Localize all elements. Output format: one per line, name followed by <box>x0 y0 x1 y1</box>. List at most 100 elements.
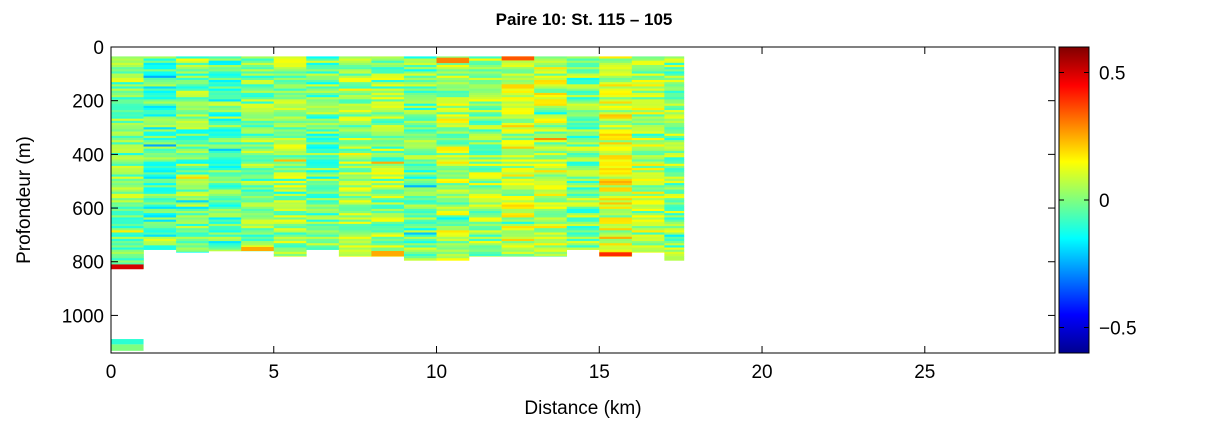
heatmap-cell <box>469 142 502 145</box>
heatmap-cell <box>566 86 600 89</box>
heatmap-cell <box>469 161 502 165</box>
heatmap-cell <box>241 56 275 59</box>
heatmap-cell <box>273 114 307 117</box>
heatmap-cell <box>371 125 405 128</box>
heatmap-cell <box>273 215 307 218</box>
heatmap-cell <box>306 56 340 59</box>
heatmap-cell <box>241 168 275 171</box>
heatmap-cell <box>566 168 600 171</box>
heatmap-cell <box>436 159 470 162</box>
heatmap-cell <box>241 110 275 113</box>
heatmap-cell <box>566 217 600 220</box>
heatmap-cell <box>469 198 502 201</box>
heatmap-cell <box>208 189 242 192</box>
heatmap-cell <box>208 234 242 238</box>
heatmap-cell <box>176 206 209 210</box>
heatmap-cell <box>469 77 502 81</box>
heatmap-cell <box>436 116 470 119</box>
heatmap-cell <box>273 135 307 139</box>
heatmap-cell <box>469 99 502 102</box>
heatmap-cell <box>501 198 535 201</box>
heatmap-cell <box>501 202 535 205</box>
heatmap-cell <box>338 170 372 173</box>
heatmap-cell <box>631 245 665 248</box>
heatmap-cell <box>664 146 685 150</box>
heatmap-cell <box>599 114 633 117</box>
heatmap-cell <box>143 211 177 214</box>
heatmap-cell <box>403 112 437 115</box>
heatmap-cell <box>241 133 275 137</box>
heatmap-cell <box>273 84 307 87</box>
heatmap-cell <box>273 99 307 102</box>
heatmap-cell <box>111 69 144 72</box>
heatmap-cell <box>338 150 372 154</box>
heatmap-cell <box>566 131 600 134</box>
heatmap-cell <box>664 135 685 139</box>
heatmap-cell <box>631 155 665 158</box>
heatmap-cell <box>436 193 470 197</box>
heatmap-cell <box>371 170 405 173</box>
heatmap-cell <box>143 69 177 72</box>
heatmap-cell <box>273 105 307 109</box>
heatmap-cell <box>664 58 685 61</box>
heatmap-cell <box>143 165 177 169</box>
heatmap-cell <box>176 114 209 117</box>
heatmap-cell <box>338 131 372 134</box>
heatmap-cell <box>534 127 568 130</box>
heatmap-cell <box>241 234 275 238</box>
heatmap-cell <box>111 221 144 225</box>
x-tick-label: 20 <box>751 362 772 383</box>
heatmap-cell <box>403 178 437 182</box>
heatmap-cell <box>566 202 600 205</box>
heatmap-cell <box>631 176 665 180</box>
heatmap-cell <box>273 174 307 177</box>
heatmap-cell <box>534 174 568 177</box>
heatmap-cell <box>469 118 502 122</box>
heatmap-cell <box>143 146 177 150</box>
heatmap-cell <box>338 137 372 141</box>
heatmap-cell <box>534 228 568 231</box>
heatmap-cell <box>111 122 144 126</box>
heatmap-cell <box>599 200 633 203</box>
heatmap-cell <box>306 75 340 79</box>
heatmap-cell <box>338 189 372 192</box>
heatmap-cell <box>403 135 437 139</box>
heatmap-cell <box>111 118 144 122</box>
heatmap-cell <box>143 157 177 160</box>
heatmap-cell <box>176 187 209 190</box>
heatmap-cell <box>371 228 405 231</box>
heatmap-cell <box>338 241 372 244</box>
heatmap-cell <box>338 161 372 165</box>
heatmap-cell <box>436 112 470 115</box>
heatmap-cell <box>599 144 633 147</box>
heatmap-cell <box>371 221 405 225</box>
heatmap-cell <box>143 247 177 250</box>
heatmap-cell <box>306 247 340 250</box>
heatmap-cell <box>566 107 600 111</box>
heatmap-cell <box>371 155 405 158</box>
heatmap-cell <box>306 58 340 61</box>
heatmap-cell <box>111 256 144 259</box>
heatmap-cell <box>208 146 242 150</box>
heatmap-cell <box>371 243 405 246</box>
heatmap-cell <box>501 208 535 212</box>
heatmap-cell <box>241 200 275 203</box>
heatmap-cell <box>143 168 177 171</box>
heatmap-cell <box>469 217 502 220</box>
heatmap-cell <box>143 86 177 89</box>
heatmap-cell <box>469 211 502 214</box>
heatmap-cell <box>241 140 275 143</box>
heatmap-cell <box>306 245 340 248</box>
heatmap-cell <box>143 92 177 96</box>
heatmap-cell <box>176 58 209 61</box>
heatmap-cell <box>176 112 209 115</box>
heatmap-cell <box>599 133 633 137</box>
heatmap-cell <box>664 256 685 259</box>
heatmap-cell <box>111 129 144 132</box>
heatmap-cell <box>176 204 209 208</box>
heatmap-cell <box>143 112 177 115</box>
heatmap-cell <box>176 64 209 68</box>
heatmap-cell <box>208 165 242 169</box>
heatmap-cell <box>241 219 275 223</box>
heatmap-cell <box>436 249 470 253</box>
